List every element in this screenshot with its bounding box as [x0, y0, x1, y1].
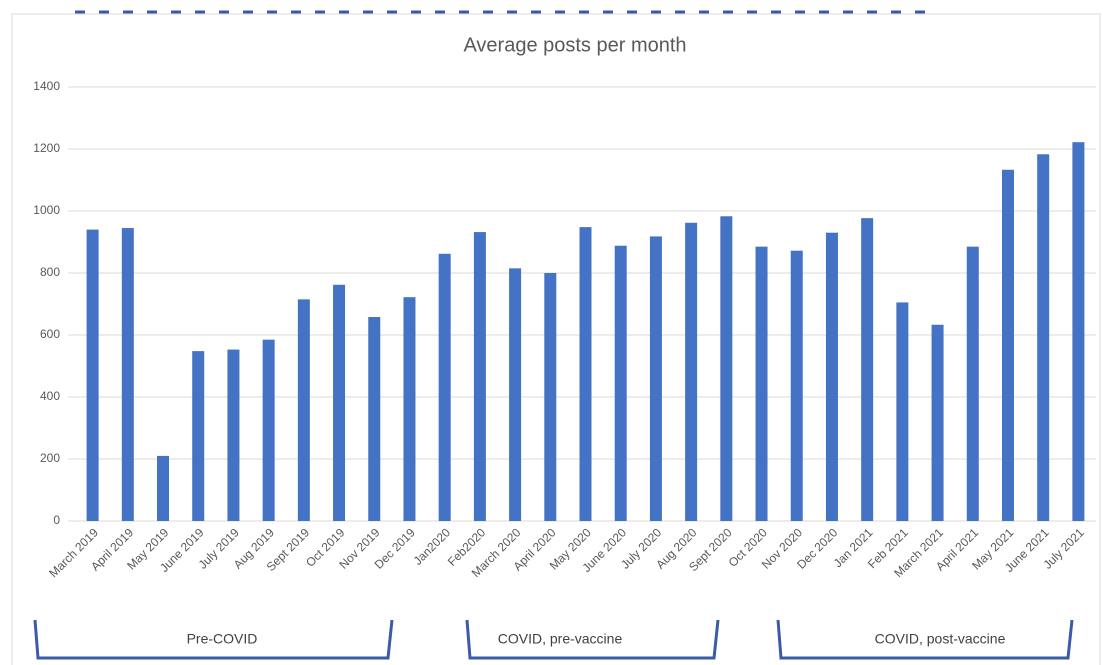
- bar: [966, 246, 979, 521]
- bar: [438, 253, 451, 521]
- bar: [368, 317, 381, 521]
- y-tick-label: 200: [40, 451, 60, 465]
- y-tick-label: 0: [53, 513, 60, 527]
- y-tick-label: 1200: [33, 141, 60, 155]
- bar: [825, 232, 838, 521]
- bar: [720, 216, 733, 521]
- bar: [403, 297, 416, 521]
- bar: [473, 232, 486, 521]
- bar: [157, 455, 170, 521]
- bar: [544, 273, 557, 521]
- y-tick-label: 800: [40, 265, 60, 279]
- bar: [861, 218, 874, 521]
- bar: [685, 222, 698, 521]
- bar: [86, 229, 99, 521]
- annotation: Pre-COVID: [187, 631, 258, 647]
- bar: [509, 268, 522, 521]
- bar: [121, 228, 134, 522]
- bar: [192, 351, 205, 521]
- bar: [333, 284, 346, 521]
- bracket: [776, 619, 1074, 660]
- bar: [931, 324, 944, 521]
- bar: [1072, 142, 1085, 521]
- y-tick-label: 1400: [33, 79, 60, 93]
- bar: [227, 349, 240, 521]
- chart-title: Average posts per month: [463, 34, 686, 56]
- y-tick-label: 400: [40, 389, 60, 403]
- bar: [649, 236, 662, 522]
- annotation: COVID, pre-vaccine: [498, 631, 623, 647]
- bracket: [33, 619, 394, 660]
- bar: [579, 227, 592, 521]
- bar: [755, 246, 768, 521]
- bar: [896, 302, 909, 521]
- bar: [262, 339, 275, 521]
- bar: [1001, 169, 1014, 521]
- y-tick-label: 600: [40, 327, 60, 341]
- annotation: COVID, post-vaccine: [875, 631, 1006, 647]
- bar: [297, 299, 310, 521]
- bar: [1037, 154, 1050, 521]
- bar: [790, 250, 803, 521]
- bar: [614, 245, 627, 521]
- bracket: [465, 619, 720, 660]
- y-tick-label: 1000: [33, 203, 60, 217]
